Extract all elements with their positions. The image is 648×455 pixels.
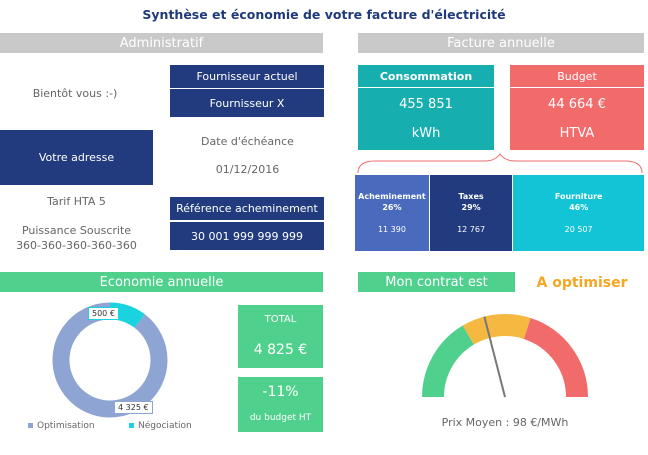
fournisseur-value: Fournisseur X [170, 89, 324, 117]
breakdown-value: 20 507 [564, 225, 593, 234]
breakdown-segment-fourniture: Fourniture 46% 20 507 [513, 175, 644, 251]
breakdown-label: Fourniture [554, 192, 603, 201]
legend-optimisation-swatch [28, 423, 33, 428]
greeting-text: Bientôt vous :-) [32, 86, 118, 100]
gauge-band-green [422, 325, 475, 398]
contrat-header: Mon contrat est [358, 272, 515, 292]
gauge-band-orange [462, 314, 531, 345]
total-label: TOTAL [264, 313, 297, 325]
pct-value: -11% [262, 384, 299, 400]
date-label: Date d'échéance [201, 134, 294, 148]
puissance-value: 360-360-360-360-360 [16, 238, 137, 252]
breakdown-bracket [357, 153, 643, 174]
page-title: Synthèse et économie de votre facture d'… [142, 6, 506, 22]
pct-caption: du budget HT [249, 413, 312, 423]
gauge-band-red [523, 318, 588, 398]
legend-optimisation-label: Optimisation [37, 421, 95, 431]
breakdown-pct: 26% [382, 203, 402, 212]
pct-box: -11% du budget HT [238, 377, 323, 432]
date-value: 01/12/2016 [215, 162, 280, 176]
reference-label: Référence acheminement [170, 197, 324, 220]
legend-optimisation: Optimisation [28, 421, 95, 431]
breakdown-pct: 29% [461, 203, 481, 212]
administratif-header: Administratif [0, 33, 323, 53]
economie-header: Economie annuelle [0, 272, 323, 292]
budget-breakdown-bar: Acheminement 26% 11 390 Taxes 29% 12 767 Fourn… [355, 175, 644, 251]
donut-slice-optimisation [52, 302, 168, 418]
consommation-box: 455 851 kWh [358, 88, 494, 150]
budget-value: 44 664 € [548, 96, 606, 112]
legend-negociation-swatch [129, 423, 134, 428]
negociation-data-label: 500 € [88, 307, 119, 320]
adresse-box: Votre adresse [0, 130, 153, 185]
budget-box: 44 664 € HTVA [510, 88, 644, 150]
breakdown-label: Acheminement [358, 192, 426, 201]
optimisation-data-label: 4 325 € [114, 401, 153, 414]
legend-negociation: Négociation [129, 421, 192, 431]
breakdown-label: Taxes [458, 192, 484, 201]
breakdown-segment-acheminement: Acheminement 26% 11 390 [355, 175, 430, 251]
consommation-label: Consommation [358, 65, 494, 87]
consommation-unit: kWh [411, 125, 441, 141]
gauge-needle [483, 316, 506, 398]
contrat-status: A optimiser [536, 275, 628, 291]
total-value: 4 825 € [253, 341, 308, 358]
consommation-value: 455 851 [399, 96, 453, 112]
breakdown-pct: 46% [569, 203, 589, 212]
prix-moyen: Prix Moyen : 98 €/MWh [441, 415, 569, 429]
reference-value: 30 001 999 999 999 [170, 222, 324, 250]
tarif-text: Tarif HTA 5 [47, 194, 106, 208]
contrat-gauge [422, 314, 588, 398]
budget-unit: HTVA [559, 125, 595, 141]
total-box: TOTAL 4 825 € [238, 305, 323, 368]
puissance-label: Puissance Souscrite [21, 223, 132, 237]
fournisseur-actuel-label: Fournisseur actuel [170, 65, 324, 88]
budget-label: Budget [510, 65, 644, 87]
legend-negociation-label: Négociation [138, 421, 192, 431]
breakdown-value: 12 767 [457, 225, 486, 234]
breakdown-value: 11 390 [377, 225, 406, 234]
facture-header: Facture annuelle [358, 33, 644, 53]
breakdown-segment-taxes: Taxes 29% 12 767 [429, 175, 514, 251]
